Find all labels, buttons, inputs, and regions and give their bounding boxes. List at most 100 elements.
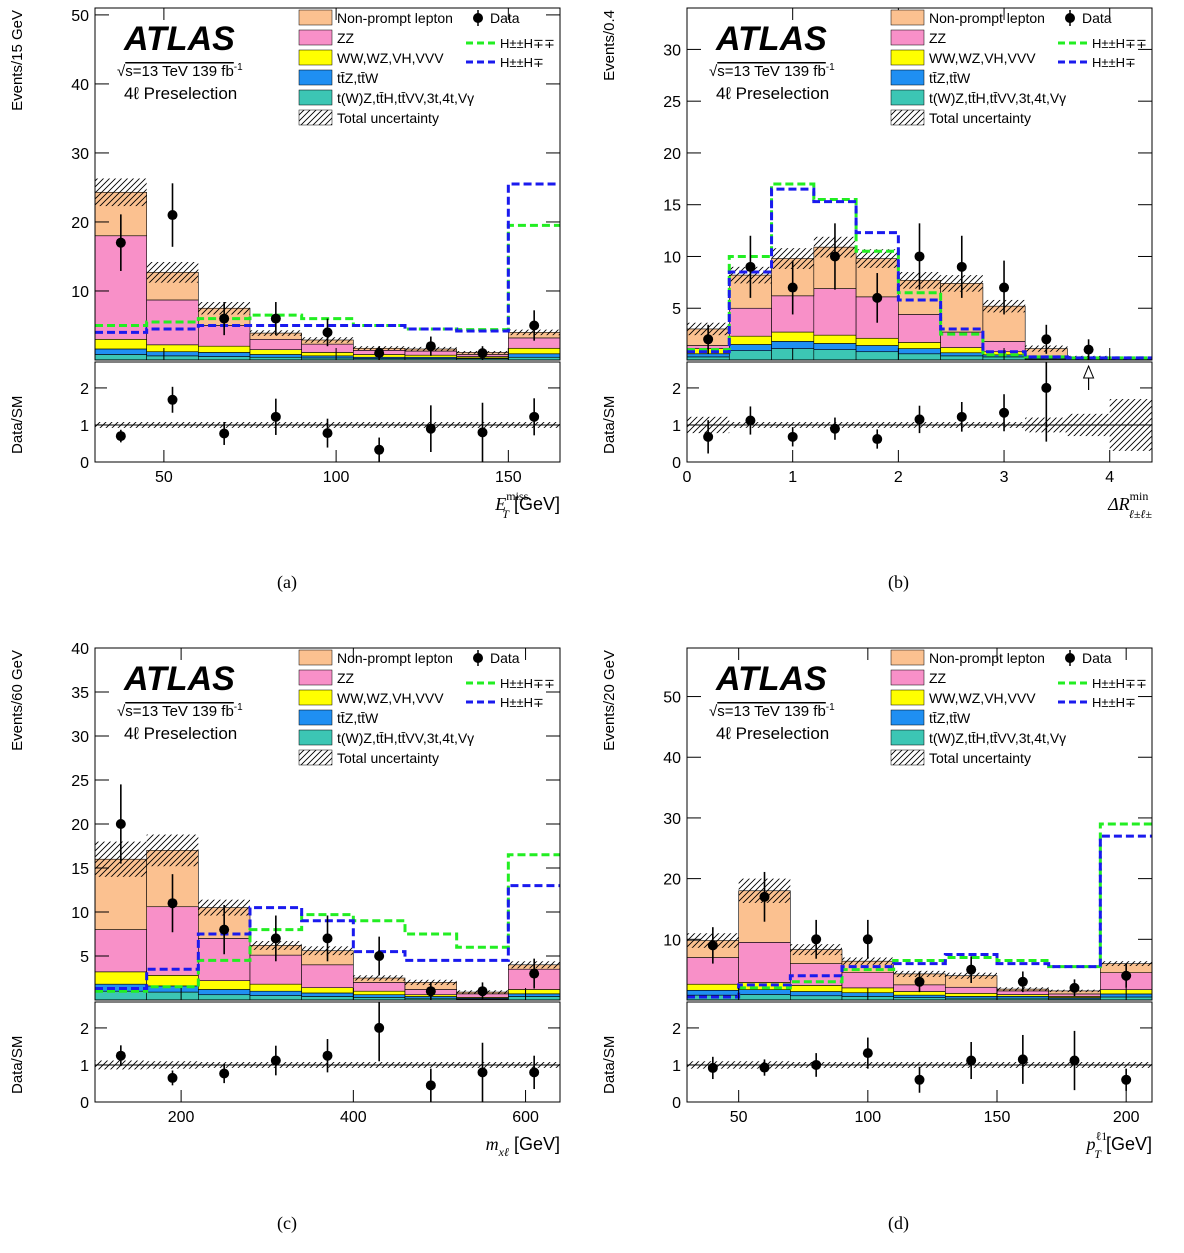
main-frame xyxy=(686,7,1153,361)
ratio-xtick-label-1: 1 xyxy=(788,469,797,486)
data-point-5 xyxy=(914,251,925,262)
stack-bar-0-3 xyxy=(249,995,302,1000)
legend-label-hpp-hm: H±±H∓ xyxy=(1092,695,1136,710)
legend-swatch-unc xyxy=(298,749,333,766)
ratio-ylabel: Data/SM xyxy=(601,1036,618,1094)
uncertainty-band-8 xyxy=(1100,961,1152,967)
main-ytick-label-4: 25 xyxy=(71,773,89,790)
data-point-7 xyxy=(999,282,1010,293)
signal-line-1 xyxy=(687,187,1152,360)
signal-line-0 xyxy=(95,853,560,993)
atlas-label: ATLAS xyxy=(715,660,827,698)
ratio-point-6 xyxy=(956,411,967,422)
main-ytick-label-1: 20 xyxy=(663,872,681,889)
stack-bar-1-2 xyxy=(198,989,251,996)
legend-label-hpp-hm: H±±H∓ xyxy=(1092,55,1136,70)
data-point-4 xyxy=(322,327,333,338)
main-ytick-label-3: 40 xyxy=(71,77,89,94)
main-ytick-label-5: 30 xyxy=(663,42,681,59)
legend-label-zz: ZZ xyxy=(337,670,355,686)
stack-bar-2-4 xyxy=(855,337,899,346)
legend-label-hpp-hmm: H±±H∓∓ xyxy=(500,36,555,51)
data-point-1 xyxy=(759,891,770,902)
energy-label: √s=13 TeV 139 fb-1 xyxy=(117,62,243,80)
legend-label-vv: WW,WZ,VH,VVV xyxy=(929,690,1036,706)
data-point-0 xyxy=(707,940,718,951)
ratio-ytick-label-0: 0 xyxy=(672,455,681,472)
legend-label-unc: Total uncertainty xyxy=(337,110,439,126)
x-axis-label-main: ΔR xyxy=(1107,494,1130,514)
stack-bar-1-2 xyxy=(198,352,251,357)
stack-bar-3-0 xyxy=(95,929,147,973)
lumi-sup: -1 xyxy=(234,702,243,713)
stack-bar-2-5 xyxy=(898,342,941,349)
stack-bar-1-0 xyxy=(687,989,739,996)
stack-bar-2-0 xyxy=(687,983,739,991)
legend-label-zz: ZZ xyxy=(929,30,947,46)
stack-bar-0-3 xyxy=(813,349,857,360)
data-point-2 xyxy=(219,924,230,935)
ratio-point-5 xyxy=(374,444,385,455)
energy-text: s=13 TeV 139 fb xyxy=(125,63,234,80)
stack-bar-2-5 xyxy=(353,990,406,996)
data-point-8 xyxy=(529,320,540,331)
ratio-xtick-label-2: 600 xyxy=(512,1109,539,1126)
energy-label: √s=13 TeV 139 fb-1 xyxy=(117,702,243,720)
x-axis-label: mxℓ [GeV] xyxy=(486,1134,560,1159)
ratio-xtick-label-2: 150 xyxy=(495,469,522,486)
legend-swatch-non_prompt xyxy=(298,9,333,26)
stack-bar-1-0 xyxy=(95,348,147,355)
stack-bar-1-5 xyxy=(353,994,406,998)
data-point-7 xyxy=(477,348,488,359)
ratio-arrow-head xyxy=(1082,364,1095,379)
legend-swatch-zz xyxy=(890,669,925,686)
data-point-8 xyxy=(529,968,540,979)
ratio-frame xyxy=(94,1001,561,1103)
main-plot-area xyxy=(687,182,1152,360)
energy-sqrt: √ xyxy=(709,63,718,80)
selection-label: 4ℓ Preselection xyxy=(124,724,237,743)
ratio-ylabel: Data/SM xyxy=(9,396,26,454)
main-ylabel: Events/15 GeV xyxy=(9,10,26,111)
data-point-4 xyxy=(914,976,925,987)
stack-bar-3-1 xyxy=(738,942,791,983)
stack-bar-2-1 xyxy=(728,335,772,345)
ratio-xtick-label-2: 150 xyxy=(984,1109,1011,1126)
x-axis-label: ΔRmin ℓ±ℓ± xyxy=(1107,489,1152,521)
ratio-xtick-label-0: 0 xyxy=(683,469,692,486)
x-axis-label-sub: ℓ±ℓ± xyxy=(1129,507,1153,521)
legend-swatch-other xyxy=(298,729,333,746)
stack-bar-0-1 xyxy=(146,991,199,1000)
ratio-ytick-label-2: 2 xyxy=(80,1021,89,1038)
uncertainty-band-3 xyxy=(842,957,894,965)
main-ytick-label-2: 30 xyxy=(71,146,89,163)
data-point-3 xyxy=(270,313,281,324)
stack-bar-1-4 xyxy=(301,992,354,997)
legend-label-other: t(W)Z,tt̄H,tt̄VV,3t,4t,Vγ xyxy=(337,90,474,106)
data-point-6 xyxy=(1017,976,1028,987)
signal-line-0 xyxy=(687,822,1152,999)
main-ytick-label-4: 50 xyxy=(663,690,681,707)
ratio-xtick-label-0: 50 xyxy=(155,469,173,486)
stack-bar-1-8 xyxy=(508,993,560,997)
stack-bar-1-4 xyxy=(893,994,946,998)
data-point-0 xyxy=(703,334,714,345)
signal-line-0 xyxy=(687,182,1152,360)
ratio-point-8 xyxy=(1121,1074,1132,1085)
stack-bar-2-3 xyxy=(249,349,302,355)
stack-bar-2-0 xyxy=(95,338,147,350)
ratio-point-3 xyxy=(270,411,281,422)
legend-swatch-unc xyxy=(298,109,333,126)
stack-bar-0-1 xyxy=(146,355,199,360)
stack-bar-3-4 xyxy=(301,964,354,988)
legend-label-data: Data xyxy=(490,650,520,666)
ratio-xtick-label-1: 100 xyxy=(323,469,350,486)
stack-bar-2-2 xyxy=(198,980,251,990)
ratio-ytick-label-1: 1 xyxy=(672,418,681,435)
legend-swatch-ttv xyxy=(890,709,925,726)
data-point-0 xyxy=(115,819,126,829)
legend-label-vv: WW,WZ,VH,VVV xyxy=(337,50,444,66)
legend-swatch-non_prompt xyxy=(890,9,925,26)
x-axis-label-sub: xℓ xyxy=(498,1145,509,1159)
